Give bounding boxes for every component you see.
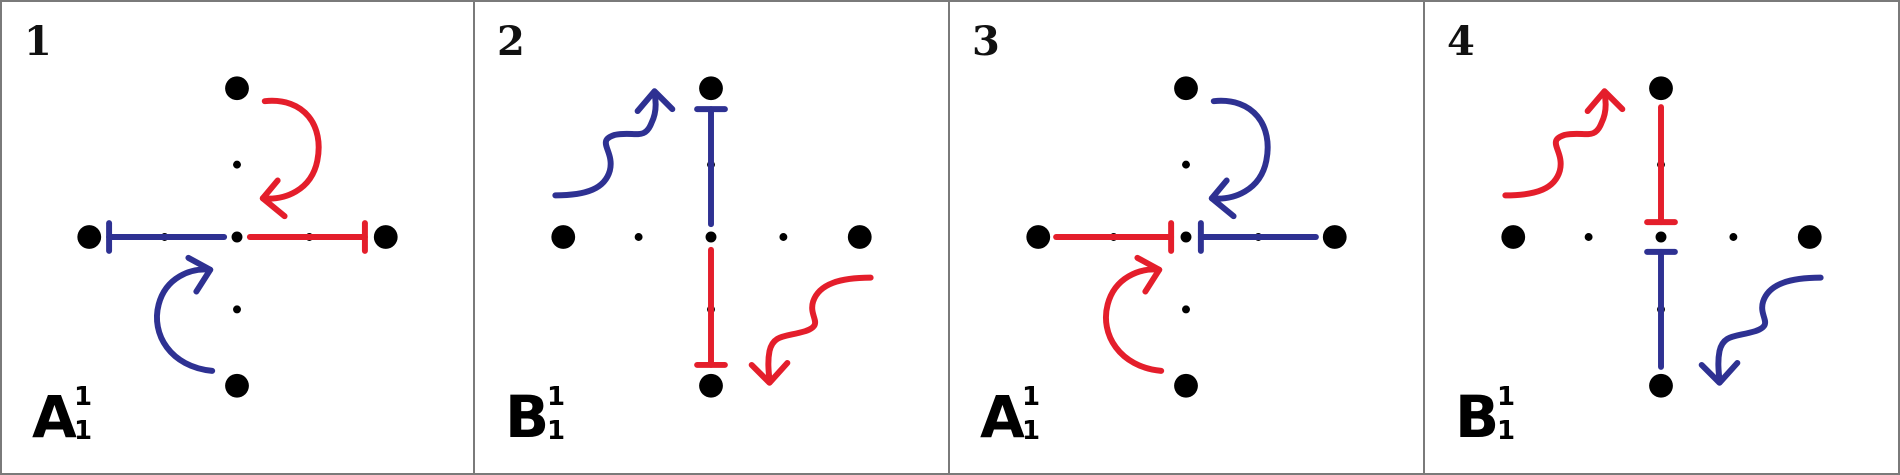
vertex-dot-right — [1797, 225, 1822, 249]
center-dot — [1655, 231, 1667, 243]
panel-1: 1 A 1 1 — [0, 0, 475, 475]
red-curl-arrow — [259, 97, 322, 220]
symbol-superscript: 1 — [1497, 382, 1516, 412]
symbol-base: B — [1455, 383, 1500, 451]
red-bar-inward-left — [1053, 220, 1175, 254]
midpoint-dot — [233, 160, 241, 169]
symbol-subscript: 1 — [1022, 416, 1041, 446]
center-dot — [1180, 231, 1192, 243]
vertex-dot-top — [699, 76, 723, 101]
blue-bar-up — [694, 106, 728, 228]
midpoint-dot — [1729, 233, 1738, 241]
vertex-dot-right — [1322, 225, 1347, 249]
vertex-dot-left — [551, 225, 576, 249]
vertex-dot-left — [1501, 225, 1526, 249]
vertex-dot-left — [77, 225, 102, 249]
midpoint-dot — [233, 305, 241, 314]
midpoint-dot — [1584, 233, 1593, 241]
vertex-dot-right — [847, 225, 872, 249]
symbol-subscript: 1 — [74, 416, 93, 446]
vertex-dot-top — [1649, 76, 1673, 101]
vertex-dot-bottom — [699, 373, 723, 398]
symbol-base: A — [32, 383, 77, 451]
panel-3: 3 A 1 1 — [950, 0, 1425, 475]
symbol-subscript: 1 — [547, 416, 566, 446]
vertex-dot-bottom — [1649, 373, 1673, 398]
red-curl-arrow — [1103, 254, 1165, 374]
center-dot — [231, 231, 243, 243]
blue-wave-arrow — [552, 88, 676, 199]
panel-3-drawing — [1026, 76, 1347, 398]
midpoint-dot — [1182, 160, 1190, 169]
red-bar-right — [246, 220, 368, 254]
center-dot — [705, 231, 717, 243]
panel-1-drawing — [77, 76, 398, 398]
midpoint-dot — [634, 233, 643, 241]
panel-number: 3 — [972, 18, 1000, 65]
blue-curl-arrow — [154, 254, 216, 374]
vertex-dot-top — [1174, 76, 1198, 101]
vertex-dot-left — [1026, 225, 1051, 249]
panel-4: 4 B 1 1 — [1425, 0, 1900, 475]
vertex-dot-bottom — [225, 373, 249, 398]
blue-curl-arrow — [1208, 97, 1271, 220]
panel-number: 2 — [497, 18, 525, 65]
panel-number: 4 — [1447, 18, 1475, 65]
red-bar-down — [694, 246, 728, 368]
blue-bar-inward-bottom — [1644, 248, 1678, 370]
symbol-superscript: 1 — [1022, 382, 1041, 412]
midpoint-dot — [1182, 305, 1190, 314]
red-bar-inward-top — [1644, 104, 1678, 226]
blue-wave-arrow — [1698, 274, 1824, 386]
symbol-superscript: 1 — [547, 382, 566, 412]
blue-bar-left — [106, 220, 228, 254]
panel-2: 2 B 1 1 — [475, 0, 950, 475]
symbol-base: A — [980, 383, 1025, 451]
vertex-dot-right — [373, 225, 398, 249]
red-wave-arrow — [1502, 88, 1626, 199]
midpoint-dot — [779, 233, 788, 241]
symbol-base: B — [505, 383, 550, 451]
blue-bar-inward-right — [1197, 220, 1319, 254]
vertex-dot-top — [225, 76, 249, 101]
symbol-subscript: 1 — [1497, 416, 1516, 446]
panel-2-drawing — [551, 76, 874, 398]
vertex-dot-bottom — [1174, 373, 1198, 398]
panel-4-drawing — [1501, 76, 1824, 398]
panel-number: 1 — [24, 18, 52, 65]
red-wave-arrow — [748, 274, 874, 386]
symbol-superscript: 1 — [74, 382, 93, 412]
